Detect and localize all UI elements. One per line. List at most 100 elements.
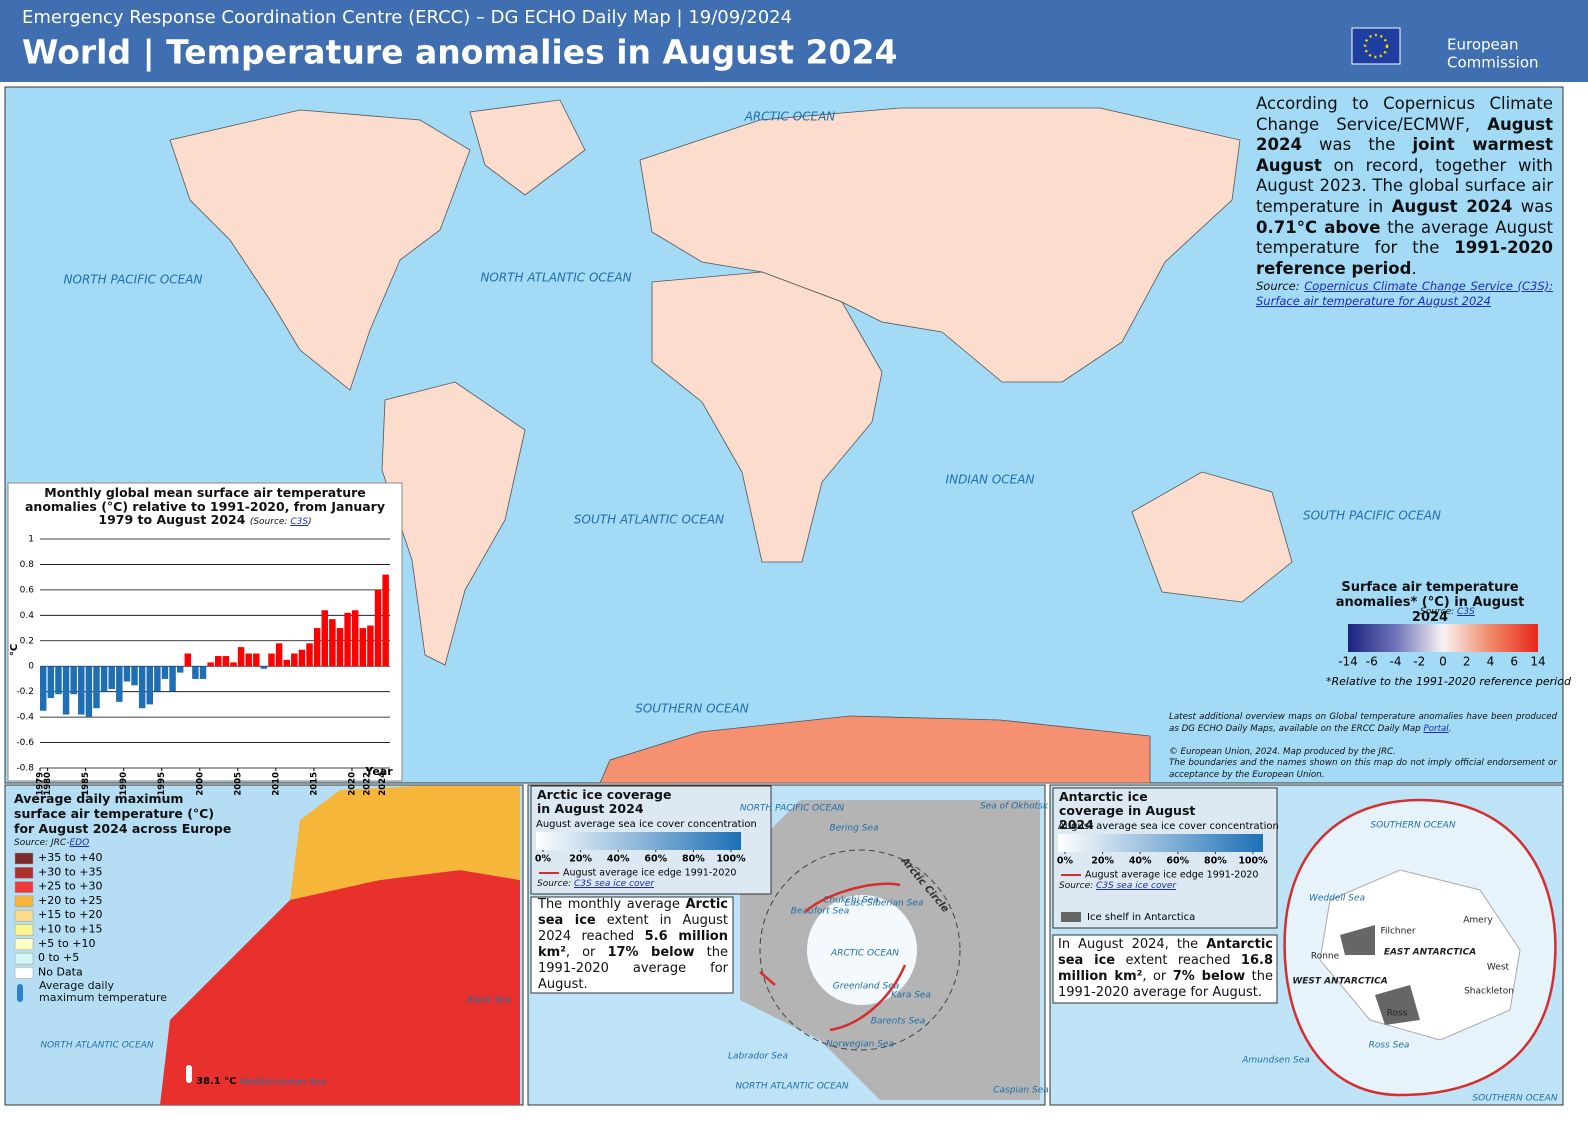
portal-link[interactable]: Portal: [1423, 723, 1449, 734]
bar: [359, 628, 367, 667]
bar: [298, 649, 306, 667]
ronne-ice-shelf: [1340, 925, 1375, 955]
x-tick-label: 1979: [36, 772, 46, 796]
legend-swatch: [14, 952, 34, 965]
legend-label: No Data: [38, 965, 83, 978]
source-link[interactable]: C3S sea ice cover: [574, 879, 655, 889]
arctic-text: The monthly average Arctic sea ice exten…: [538, 897, 728, 993]
bar: [351, 610, 359, 667]
notes: Latest additional overview maps on Globa…: [1169, 712, 1557, 781]
bar: [207, 662, 214, 667]
source-label: Source: JRC-: [14, 838, 70, 848]
source-label: Source:: [1059, 881, 1097, 891]
europe-max-label: Average daily maximum temperature: [39, 980, 169, 1004]
scale-tick-label: 40%: [1129, 856, 1152, 867]
header-subtitle: Emergency Response Coordination Centre (…: [22, 7, 792, 28]
arctic-ice: [807, 895, 917, 1005]
y-tick-label: 0.6: [20, 585, 35, 595]
europe-title-text: Average daily maximum surface air temper…: [14, 791, 232, 836]
place-label: Amundsen Sea: [1241, 1056, 1310, 1066]
legend-label: +15 to +20: [38, 908, 102, 921]
shelf-key: [1061, 912, 1081, 922]
place-label: West: [1487, 963, 1510, 973]
source-link[interactable]: C3S: [290, 517, 309, 527]
bar: [382, 574, 389, 667]
europe-land-warm: [290, 786, 520, 900]
africa: [651, 271, 883, 563]
text-run: August 2024: [1256, 114, 1553, 155]
place-label: Filchner: [1380, 927, 1415, 937]
source-label: Source:: [1256, 279, 1300, 293]
ocean-label: SOUTH PACIFIC OCEAN: [1303, 509, 1441, 523]
bar: [344, 612, 351, 667]
y-tick-label: 0.8: [20, 560, 35, 570]
place-label: Labrador Sea: [728, 1052, 788, 1062]
place-label: Caspian Sea: [993, 1086, 1049, 1096]
legend-swatch: [14, 852, 34, 865]
bar: [260, 666, 268, 669]
europe-land-hot: [160, 860, 520, 1105]
place-label: Beaufort Sea: [791, 907, 849, 917]
antarctic-title: Antarctic ice coverage in August 2024: [1059, 790, 1209, 832]
source-link[interactable]: C3S sea ice cover: [1096, 881, 1177, 891]
bar: [321, 610, 328, 667]
legend-title-text: Surface air temperature anomalies* (°C) …: [1335, 580, 1525, 625]
eurasia: [639, 107, 1241, 383]
source-link[interactable]: C3S: [1457, 607, 1475, 617]
scale-tick-label: 60%: [644, 854, 667, 865]
place-label: SOUTHERN OCEAN: [1370, 821, 1455, 831]
panel-title: Arctic ice coverage in August 2024: [537, 787, 672, 816]
place-label: ARCTIC OCEAN: [830, 949, 899, 959]
source-prefix: (Source:: [249, 517, 291, 527]
bar: [291, 653, 298, 667]
x-tick-label: 1990: [119, 772, 129, 796]
place-label: Amery: [1463, 916, 1493, 926]
bar: [78, 666, 85, 715]
x-tick-label: 2005: [233, 772, 243, 796]
legend-swatch: [14, 909, 34, 922]
max-thermometer: [186, 1065, 192, 1083]
bar: [55, 666, 62, 695]
text-run: on record, together with August 2023. Th…: [1256, 155, 1553, 216]
text-run: was: [1512, 196, 1554, 216]
bar: [176, 666, 184, 673]
bar: [138, 666, 146, 709]
europe-title: Average daily maximum surface air temper…: [14, 791, 234, 836]
source-link[interactable]: Copernicus Climate Change Service (C3S):…: [1256, 279, 1554, 308]
bar: [40, 666, 47, 711]
legend-tick-label: 0: [1439, 655, 1447, 669]
text-run: , or: [1142, 969, 1173, 984]
ocean-label: INDIAN OCEAN: [946, 473, 1035, 487]
legend-swatch: [14, 924, 34, 936]
scale-tick-label: 20%: [569, 854, 592, 865]
legend-tick-label: 4: [1487, 655, 1495, 669]
header-title: World | Temperature anomalies in August …: [22, 33, 897, 72]
place-label: Kara Sea: [891, 991, 931, 1001]
north-america: [169, 109, 471, 391]
x-tick-label: 2020: [347, 772, 357, 796]
thermometer-icon: [17, 984, 23, 1002]
scale-title: August average sea ice cover concentrati…: [1058, 821, 1279, 832]
y-tick-label: 0: [28, 662, 34, 672]
chart-title-text: Monthly global mean surface air temperat…: [24, 485, 385, 527]
y-tick-label: -0.2: [16, 687, 34, 697]
legend-tick-label: -14: [1338, 655, 1358, 669]
edge-label: August average ice edge 1991-2020: [563, 868, 736, 879]
legend-swatch: [14, 967, 34, 979]
source-link[interactable]: EDO: [69, 838, 90, 848]
ross-ice-shelf: [1375, 985, 1420, 1025]
text-run: In August 2024, the: [1058, 937, 1207, 952]
copyright: © European Union, 2024. Map produced by …: [1169, 746, 1396, 757]
bar: [108, 666, 115, 690]
legend-tick-label: -6: [1366, 655, 1378, 669]
y-axis-label: °C: [9, 644, 20, 656]
text-run: joint warmest August: [1256, 135, 1553, 175]
text-run: extent reached: [1115, 953, 1241, 968]
bar: [222, 656, 230, 667]
arctic-circle: [759, 849, 961, 1051]
legend-swatch: [14, 881, 34, 893]
bar: [169, 666, 176, 692]
place-label: Bering Sea: [830, 824, 879, 834]
bar: [313, 628, 321, 667]
scale-tick-label: 80%: [1204, 856, 1227, 867]
